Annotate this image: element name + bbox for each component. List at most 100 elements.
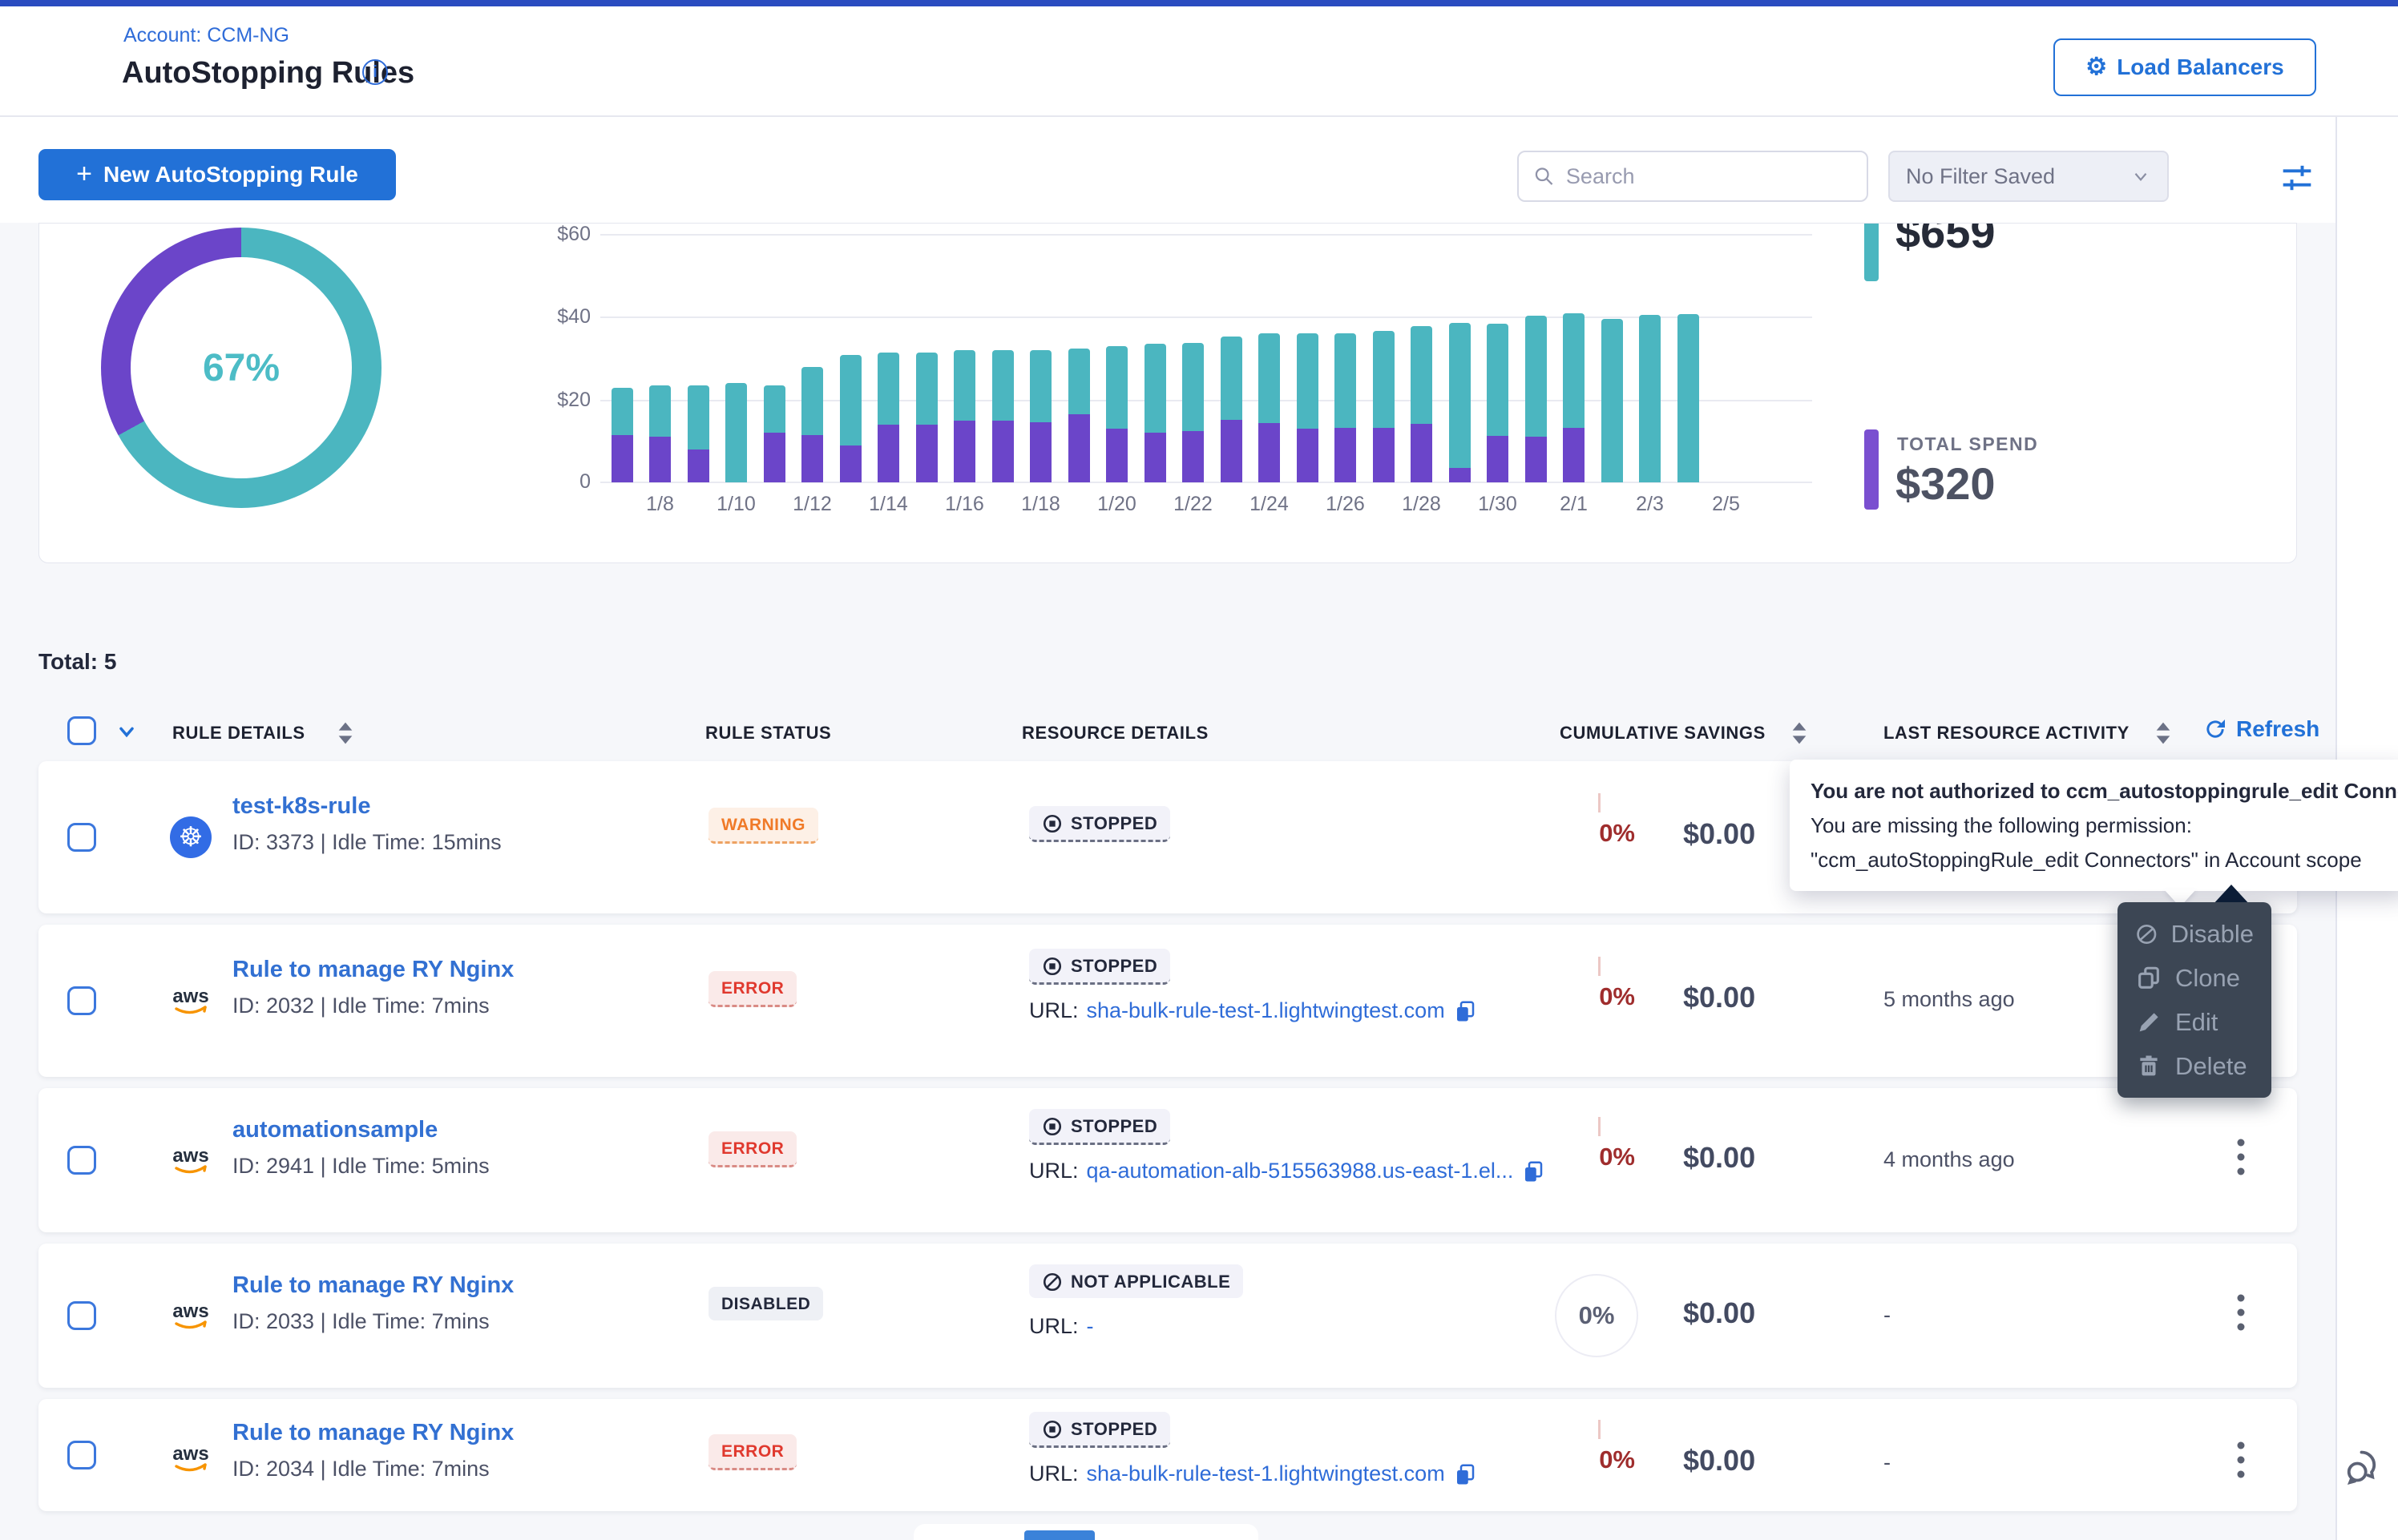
row-menu-kebab-icon[interactable] — [2223, 1436, 2259, 1484]
copy-icon[interactable] — [1453, 1462, 1477, 1486]
bar-savings-segment — [1030, 350, 1052, 422]
table-row: aws Rule to manage RY Nginx ID: 2034 | I… — [38, 1399, 2297, 1511]
x-axis-label: 1/12 — [793, 493, 832, 515]
permission-tooltip: You are not authorized to ccm_autostoppi… — [1790, 760, 2398, 891]
delete-icon — [2140, 1055, 2158, 1075]
aws-icon: aws — [170, 1295, 212, 1336]
toolbar: + New AutoStopping Rule No Filter Saved — [0, 119, 2398, 223]
bar-spend-segment — [1182, 431, 1204, 482]
bar-spend-segment — [1220, 420, 1242, 482]
total-count: Total: 5 — [38, 649, 117, 674]
bar-spend-segment — [649, 437, 671, 482]
bar-spend-segment — [1068, 414, 1090, 482]
rule-name-link[interactable]: automationsample — [232, 1117, 438, 1143]
resource-url-link[interactable]: - — [1086, 1314, 1094, 1338]
rule-name-link[interactable]: Rule to manage RY Nginx — [232, 1272, 515, 1298]
bar-spend-segment — [1030, 422, 1052, 482]
pagination[interactable] — [914, 1524, 1258, 1540]
refresh-button[interactable]: Refresh — [2202, 716, 2319, 742]
bar-savings-segment — [1448, 323, 1471, 468]
x-axis-label: 1/28 — [1402, 493, 1441, 515]
total-spend-label: TOTAL SPEND — [1897, 433, 2039, 454]
select-menu-chevron-icon[interactable] — [114, 721, 139, 748]
not-applicable-icon — [1043, 1272, 1062, 1292]
bar-savings-segment — [1524, 316, 1547, 437]
bar-savings-segment — [1334, 333, 1356, 428]
last-activity: - — [1883, 1450, 1891, 1474]
rule-name-link[interactable]: Rule to manage RY Nginx — [232, 957, 515, 982]
copy-icon[interactable] — [1453, 999, 1477, 1023]
status-badge: ERROR — [708, 971, 797, 1007]
load-balancers-button[interactable]: ⚙ Load Balancers — [2053, 38, 2316, 96]
bar-savings-segment — [1182, 343, 1204, 431]
savings-donut-chart — [101, 228, 382, 508]
new-autostopping-rule-button[interactable]: + New AutoStopping Rule — [38, 149, 396, 200]
row-checkbox[interactable] — [67, 1301, 96, 1330]
saved-filter-label: No Filter Saved — [1906, 163, 2056, 188]
sort-icon[interactable] — [1790, 721, 1808, 745]
resource-url-link[interactable]: qa-automation-alb-515563988.us-east-1.el… — [1086, 1159, 1514, 1183]
col-last-resource-activity[interactable]: LAST RESOURCE ACTIVITY — [1883, 723, 2130, 743]
row-checkbox[interactable] — [67, 1146, 96, 1175]
bar-savings-segment — [1220, 337, 1242, 420]
context-menu-caret — [2212, 885, 2251, 905]
col-cumulative-savings[interactable]: CUMULATIVE SAVINGS — [1560, 723, 1766, 743]
status-badge: WARNING — [708, 808, 818, 844]
row-checkbox[interactable] — [67, 823, 96, 852]
col-resource-details[interactable]: RESOURCE DETAILS — [1022, 723, 1209, 743]
select-all-checkbox[interactable] — [67, 716, 96, 745]
total-spend-value: $320 — [1895, 458, 1996, 509]
refresh-label: Refresh — [2236, 716, 2320, 741]
info-icon[interactable]: i — [362, 59, 388, 85]
col-rule-status[interactable]: RULE STATUS — [705, 723, 832, 743]
row-checkbox[interactable] — [67, 986, 96, 1015]
row-checkbox[interactable] — [67, 1441, 96, 1469]
bar-spend-segment — [1144, 433, 1166, 482]
bar-savings-segment — [1411, 326, 1432, 424]
resource-status-badge: STOPPED — [1029, 806, 1171, 842]
breadcrumb[interactable]: Account: CCM-NG — [123, 24, 289, 46]
bar-spend-segment — [915, 425, 938, 482]
menu-item-disable[interactable]: Disable — [2117, 912, 2271, 956]
bar-savings-segment — [611, 388, 633, 435]
filter-sliders-icon[interactable] — [2276, 157, 2318, 199]
savings-percent: 0% — [1599, 982, 1635, 1010]
row-menu-kebab-icon[interactable] — [2223, 1288, 2259, 1336]
tooltip-line: "ccm_autoStoppingRule_edit Connectors" i… — [1811, 848, 2362, 872]
x-axis-label: 1/10 — [717, 493, 756, 515]
row-menu-kebab-icon[interactable] — [2223, 1133, 2259, 1181]
chat-help-icon[interactable] — [2342, 1444, 2387, 1489]
savings-percent-label: 67% — [202, 346, 281, 389]
bar-savings-segment — [1372, 331, 1395, 428]
resource-status-badge: NOT APPLICABLE — [1029, 1264, 1244, 1298]
sort-icon[interactable] — [2154, 721, 2172, 745]
bar-savings-segment — [801, 367, 823, 435]
savings-chart-card: 67% 0 $20 $40 $60 1/8 1/10 1/12 1/14 1/16 1/18 1/2… — [38, 223, 2297, 563]
rule-name-link[interactable]: test-k8s-rule — [232, 793, 371, 819]
active-page-button[interactable] — [1024, 1530, 1095, 1540]
resource-url-link[interactable]: sha-bulk-rule-test-1.lightwingtest.com — [1086, 998, 1445, 1022]
x-axis-label: 1/30 — [1478, 493, 1517, 515]
bar-spend-segment — [1487, 436, 1508, 482]
bar-savings-segment — [1639, 315, 1661, 482]
aws-icon: aws — [170, 1139, 212, 1181]
rule-meta: ID: 2032 | Idle Time: 7mins — [232, 994, 490, 1018]
saved-filter-select[interactable]: No Filter Saved — [1888, 151, 2169, 202]
copy-icon[interactable] — [1521, 1159, 1545, 1183]
aws-icon: aws — [170, 1437, 212, 1479]
menu-item-edit[interactable]: Edit — [2117, 1000, 2271, 1044]
rule-meta: ID: 3373 | Idle Time: 15mins — [232, 830, 502, 854]
resource-url-link[interactable]: sha-bulk-rule-test-1.lightwingtest.com — [1086, 1461, 1445, 1486]
menu-item-delete[interactable]: Delete — [2117, 1044, 2271, 1088]
edit-icon — [2139, 1012, 2158, 1031]
rule-meta: ID: 2033 | Idle Time: 7mins — [232, 1309, 490, 1333]
stop-circle-icon — [1043, 957, 1062, 976]
search-input[interactable] — [1565, 163, 1852, 189]
rule-meta: ID: 2034 | Idle Time: 7mins — [232, 1457, 490, 1481]
bar-savings-segment — [649, 385, 671, 437]
rule-name-link[interactable]: Rule to manage RY Nginx — [232, 1420, 515, 1445]
menu-item-clone[interactable]: Clone — [2117, 956, 2271, 1000]
clone-icon — [2138, 966, 2159, 989]
col-rule-details[interactable]: RULE DETAILS — [172, 723, 305, 743]
sort-icon[interactable] — [337, 721, 354, 745]
